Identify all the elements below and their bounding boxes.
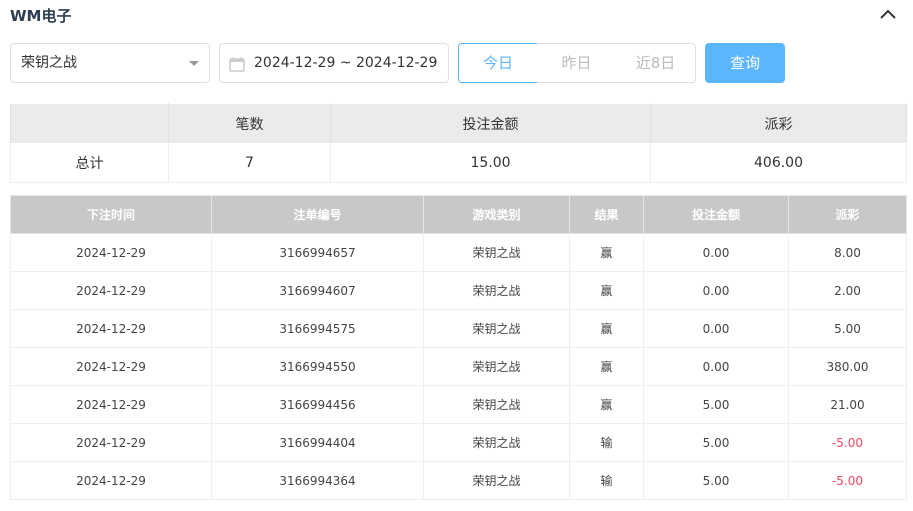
summary-header: 投注金额	[330, 103, 651, 144]
table-cell: 5.00	[788, 309, 907, 348]
table-cell: 3166994404	[211, 423, 424, 462]
table-cell: 3166994607	[211, 271, 424, 310]
column-header: 注单编号	[211, 195, 424, 234]
table-cell: 2024-12-29	[10, 347, 212, 386]
table-cell: 荣钥之战	[423, 309, 570, 348]
table-cell: 2024-12-29	[10, 385, 212, 424]
game-select[interactable]: 荣钥之战	[10, 43, 210, 83]
query-button[interactable]: 查询	[705, 43, 785, 83]
table-row: 2024-12-29 3166994550 荣钥之战赢 0.00 380.00	[10, 347, 907, 386]
column-header: 游戏类别	[423, 195, 570, 234]
table-cell: 5.00	[643, 423, 789, 462]
summary-header: 笔数	[168, 103, 331, 144]
table-cell: 0.00	[643, 347, 789, 386]
table-cell: 5.00	[643, 461, 789, 500]
table-cell: 赢	[569, 271, 644, 310]
table-cell: 3166994550	[211, 347, 424, 386]
table-cell: 3166994575	[211, 309, 424, 348]
today-button[interactable]: 今日	[458, 43, 538, 83]
table-cell: 赢	[569, 233, 644, 272]
column-header: 派彩	[788, 195, 907, 234]
table-cell: 荣钥之战	[423, 461, 570, 500]
table-cell: 荣钥之战	[423, 423, 570, 462]
table-cell: 荣钥之战	[423, 385, 570, 424]
table-cell: 5.00	[643, 385, 789, 424]
table-cell: 荣钥之战	[423, 271, 570, 310]
table-row: 2024-12-29 3166994657 荣钥之战赢 0.00 8.00	[10, 233, 907, 272]
section-title: WM电子	[10, 7, 72, 25]
table-cell: 荣钥之战	[423, 347, 570, 386]
column-header: 下注时间	[10, 195, 212, 234]
column-header: 结果	[569, 195, 644, 234]
table-row: 2024-12-29 3166994607 荣钥之战赢 0.00 2.00	[10, 271, 907, 310]
summary-header	[10, 103, 169, 144]
table-cell: 荣钥之战	[423, 233, 570, 272]
calendar-icon	[229, 57, 245, 72]
column-header: 投注金额	[643, 195, 789, 234]
table-cell: 2024-12-29	[10, 271, 212, 310]
date-range-value: 2024-12-29 ~ 2024-12-29	[254, 55, 438, 71]
summary-cell: 15.00	[330, 143, 651, 183]
table-row: 2024-12-29 3166994364 荣钥之战输 5.00 -5.00	[10, 461, 907, 500]
summary-table: 笔数 投注金额 派彩 总计 7 15.00 406.00	[10, 103, 907, 183]
details-table: 下注时间 注单编号 游戏类别 结果 投注金额 派彩 2024-12-29 3166994657…	[10, 195, 907, 500]
table-cell: 2.00	[788, 271, 907, 310]
table-cell: 3166994364	[211, 461, 424, 500]
table-cell: 输	[569, 423, 644, 462]
table-cell: 赢	[569, 347, 644, 386]
table-cell: 3166994456	[211, 385, 424, 424]
chevron-up-icon[interactable]	[878, 4, 898, 24]
yesterday-button[interactable]: 昨日	[537, 43, 617, 83]
table-cell: -5.00	[788, 423, 907, 462]
table-row: 2024-12-29 3166994404 荣钥之战输 5.00 -5.00	[10, 423, 907, 462]
table-cell: 2024-12-29	[10, 423, 212, 462]
table-cell: 3166994657	[211, 233, 424, 272]
table-cell: 输	[569, 461, 644, 500]
game-select-value: 荣钥之战	[21, 55, 77, 71]
last-8-days-button[interactable]: 近8日	[616, 43, 696, 83]
table-row: 2024-12-29 3166994456 荣钥之战赢 5.00 21.00	[10, 385, 907, 424]
summary-cell: 总计	[10, 143, 169, 183]
table-row: 2024-12-29 3166994575 荣钥之战赢 0.00 5.00	[10, 309, 907, 348]
summary-cell: 406.00	[650, 143, 907, 183]
table-cell: 0.00	[643, 233, 789, 272]
table-cell: -5.00	[788, 461, 907, 500]
table-cell: 2024-12-29	[10, 461, 212, 500]
table-cell: 0.00	[643, 271, 789, 310]
table-cell: 8.00	[788, 233, 907, 272]
table-cell: 赢	[569, 309, 644, 348]
summary-cell: 7	[168, 143, 331, 183]
caret-down-icon	[189, 61, 199, 66]
table-cell: 2024-12-29	[10, 309, 212, 348]
date-range-picker[interactable]: 2024-12-29 ~ 2024-12-29	[219, 43, 449, 83]
table-cell: 赢	[569, 385, 644, 424]
summary-header: 派彩	[650, 103, 907, 144]
table-cell: 21.00	[788, 385, 907, 424]
table-cell: 380.00	[788, 347, 907, 386]
table-cell: 0.00	[643, 309, 789, 348]
table-cell: 2024-12-29	[10, 233, 212, 272]
